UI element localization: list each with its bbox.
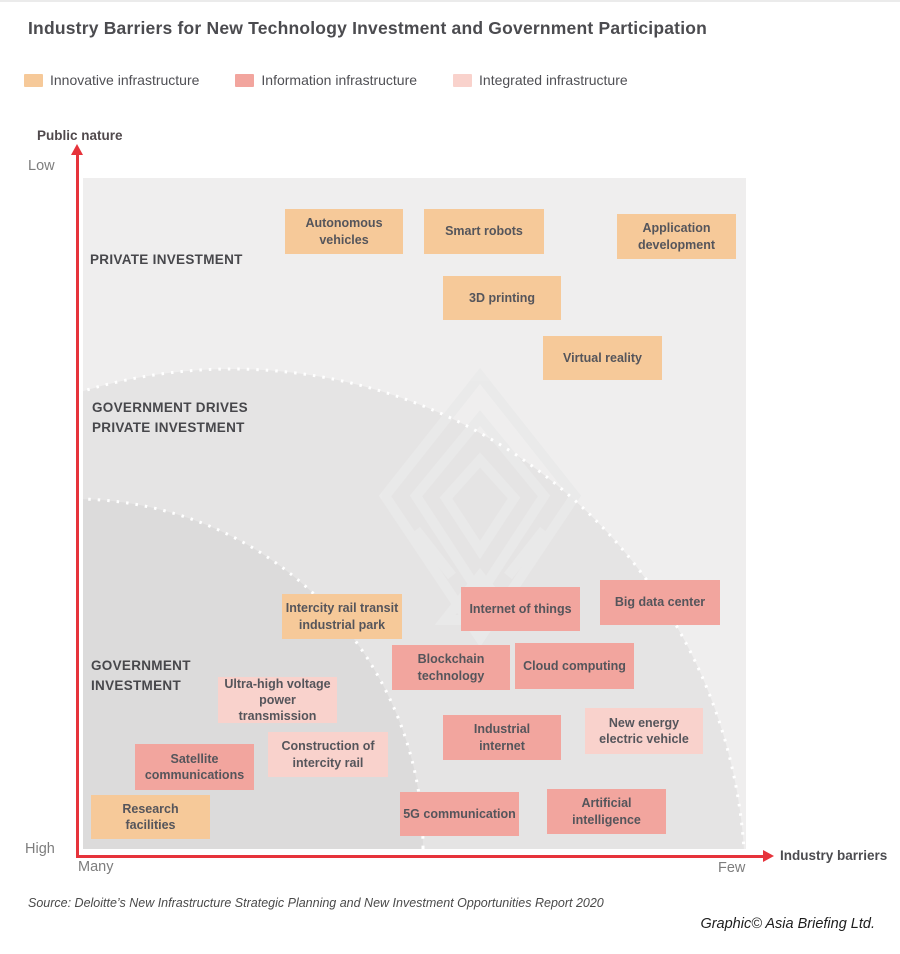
legend-item-information: Information infrastructure: [235, 72, 417, 88]
y-axis-line: [76, 153, 79, 857]
x-axis-line: [76, 855, 765, 858]
tech-box-big-data-center: Big data center: [600, 580, 720, 625]
zone-divider-dashes: [83, 367, 746, 849]
tech-box-smart-robots: Smart robots: [424, 209, 544, 254]
legend: Innovative infrastructure Information inf…: [24, 72, 628, 88]
legend-label-integrated: Integrated infrastructure: [479, 72, 628, 88]
zone-label-government-investment: GOVERNMENT INVESTMENT: [91, 658, 191, 693]
x-axis-arrow-icon: [763, 850, 774, 862]
tech-box-artificial-intelligence: Artificial intelligence: [547, 789, 666, 834]
tech-box-virtual-reality: Virtual reality: [543, 336, 662, 380]
tech-box-application-development: Application development: [617, 214, 736, 259]
zone-label-private-investment: PRIVATE INVESTMENT: [90, 252, 243, 267]
legend-label-innovative: Innovative infrastructure: [50, 72, 200, 88]
legend-swatch-innovative: [24, 73, 43, 87]
legend-item-innovative: Innovative infrastructure: [24, 72, 199, 88]
tech-box-cloud-computing: Cloud computing: [515, 643, 634, 689]
plot-items: PRIVATE INVESTMENT GOVERNMENT DRIVES PRIV…: [83, 178, 746, 849]
graphic-credit: Graphic© Asia Briefing Ltd.: [700, 916, 875, 932]
tech-box-3d-printing: 3D printing: [443, 276, 561, 320]
x-axis-label-many: Many: [78, 859, 114, 875]
x-axis-label-few: Few: [718, 860, 746, 876]
tech-box-new-energy-electric-vehicle: New energy electric vehicle: [585, 708, 703, 754]
tech-box-industrial-internet: Industrial internet: [443, 715, 561, 760]
y-axis-label-high: High: [25, 841, 55, 857]
tech-box-construction-of-intercity-rail: Construction of intercity rail: [268, 732, 388, 777]
tech-box-intercity-rail-transit-industrial-park: Intercity rail transit industrial park: [282, 594, 402, 639]
legend-swatch-information: [235, 73, 255, 87]
tech-box-research-facilities: Research facilities: [91, 795, 210, 839]
tech-box-satellite-communications: Satellite communications: [135, 744, 254, 790]
y-axis-title: Public nature: [37, 128, 123, 143]
zone-label-government-drives-private-investment: GOVERNMENT DRIVES PRIVATE INVESTMENT: [92, 400, 248, 435]
tech-box-autonomous-vehicles: Autonomous vehicles: [285, 209, 403, 254]
x-axis-title: Industry barriers: [780, 848, 888, 863]
y-axis-label-low: Low: [28, 158, 55, 174]
legend-label-information: Information infrastructure: [261, 72, 418, 88]
y-axis-arrow-icon: [70, 144, 83, 155]
legend-item-integrated: Integrated infrastructure: [453, 72, 628, 88]
tech-box-internet-of-things: Internet of things: [461, 587, 580, 631]
plot-area: PRIVATE INVESTMENT GOVERNMENT DRIVES PRIV…: [83, 178, 746, 849]
legend-swatch-integrated: [453, 73, 473, 87]
tech-box-blockchain-technology: Blockchain technology: [392, 645, 510, 690]
source-note: Source: Deloitte’s New Infrastructure St…: [28, 896, 604, 910]
tech-box-5g-communication: 5G communication: [400, 792, 519, 836]
page-title: Industry Barriers for New Technology Inv…: [28, 18, 708, 38]
tech-box-ultra-high-voltage-power-transmission: Ultra-high voltage power transmission: [218, 677, 337, 723]
